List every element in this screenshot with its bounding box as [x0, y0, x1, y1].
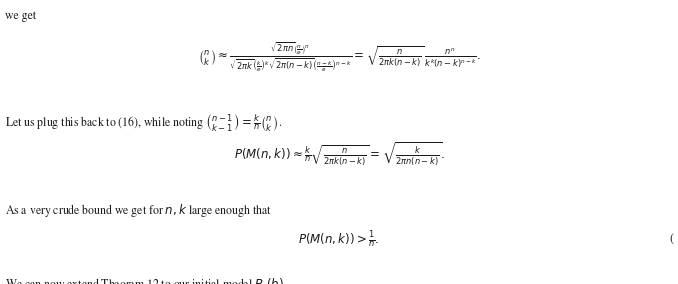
Text: As a very crude bound we get for $n, k$ large enough that: As a very crude bound we get for $n, k$ …	[5, 202, 273, 219]
Text: $P(M(n,k)) \approx \frac{k}{n}\sqrt{\frac{n}{2\pi k(n-k)}} = \sqrt{\frac{k}{2\pi: $P(M(n,k)) \approx \frac{k}{n}\sqrt{\fra…	[233, 141, 445, 169]
Text: Let us plug this back to (16), while noting $\binom{n-1}{k-1} = \frac{k}{n}\bino: Let us plug this back to (16), while not…	[5, 112, 283, 134]
Text: $P(M(n,k)) > \frac{1}{n}.$: $P(M(n,k)) > \frac{1}{n}.$	[298, 230, 380, 250]
Text: we get: we get	[5, 10, 37, 22]
Text: We can now extend Theorem 12 to our initial model $B_r(b)$: We can now extend Theorem 12 to our init…	[5, 277, 284, 284]
Text: (: (	[669, 234, 673, 246]
Text: $\binom{n}{k} \approx \frac{\sqrt{2\pi n}\left(\frac{n}{e}\right)^n}{\sqrt{2\pi : $\binom{n}{k} \approx \frac{\sqrt{2\pi n…	[198, 40, 480, 74]
